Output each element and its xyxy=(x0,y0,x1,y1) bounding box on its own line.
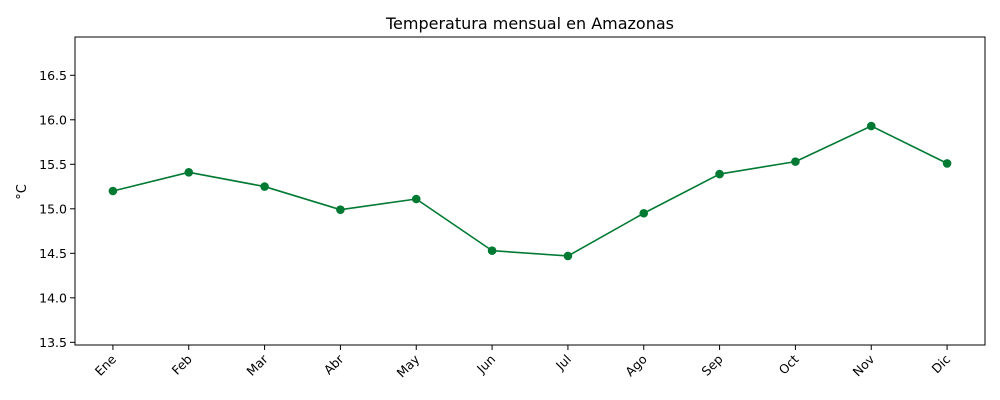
data-point-jul xyxy=(563,251,573,261)
data-point-mar xyxy=(260,182,269,191)
data-point-jun xyxy=(487,246,497,255)
x-tick-label: Ene xyxy=(92,351,119,378)
chart-title: Temperatura mensual en Amazonas xyxy=(385,14,674,33)
y-tick-label: 16.5 xyxy=(39,68,67,83)
data-point-abr xyxy=(336,205,345,214)
data-point-nov xyxy=(866,121,876,131)
x-tick-label: Ago xyxy=(622,352,650,380)
data-point-feb xyxy=(184,168,194,177)
x-tick-label: Oct xyxy=(776,351,802,377)
x-tick-label: Abr xyxy=(321,351,348,378)
y-axis-ticks: 13.5 14.0 14.5 15.0 15.5 16.0 16.5 xyxy=(39,68,75,350)
x-tick-label: Mar xyxy=(243,351,271,379)
data-point-may xyxy=(411,194,421,204)
data-point-sep xyxy=(715,169,724,179)
x-tick-label: Dic xyxy=(928,351,953,376)
x-tick-label: May xyxy=(393,351,422,380)
y-tick-label: 15.0 xyxy=(39,201,67,216)
data-point-oct xyxy=(791,157,800,166)
data-point-dic xyxy=(942,159,952,168)
y-axis-label: °C xyxy=(15,184,30,200)
y-tick-label: 16.0 xyxy=(39,112,67,127)
x-tick-label: Jul xyxy=(552,352,574,374)
y-tick-label: 14.5 xyxy=(39,246,67,261)
x-tick-label: Feb xyxy=(169,351,195,377)
x-tick-label: Sep xyxy=(698,351,725,378)
series-line xyxy=(112,125,948,257)
y-tick-label: 15.5 xyxy=(39,157,67,172)
y-tick-label: 14.0 xyxy=(39,290,67,305)
series-layer xyxy=(108,121,952,261)
x-tick-label: Jun xyxy=(473,352,498,377)
y-tick-label: 13.5 xyxy=(39,335,67,350)
x-axis-ticks: Ene Feb Mar Abr May Jun Jul Ago Sep Oct Nov Dic xyxy=(92,345,953,380)
data-point-ago xyxy=(639,208,649,218)
plot-frame xyxy=(74,36,986,346)
data-point-ene xyxy=(108,186,118,196)
x-tick-label: Nov xyxy=(850,351,878,379)
